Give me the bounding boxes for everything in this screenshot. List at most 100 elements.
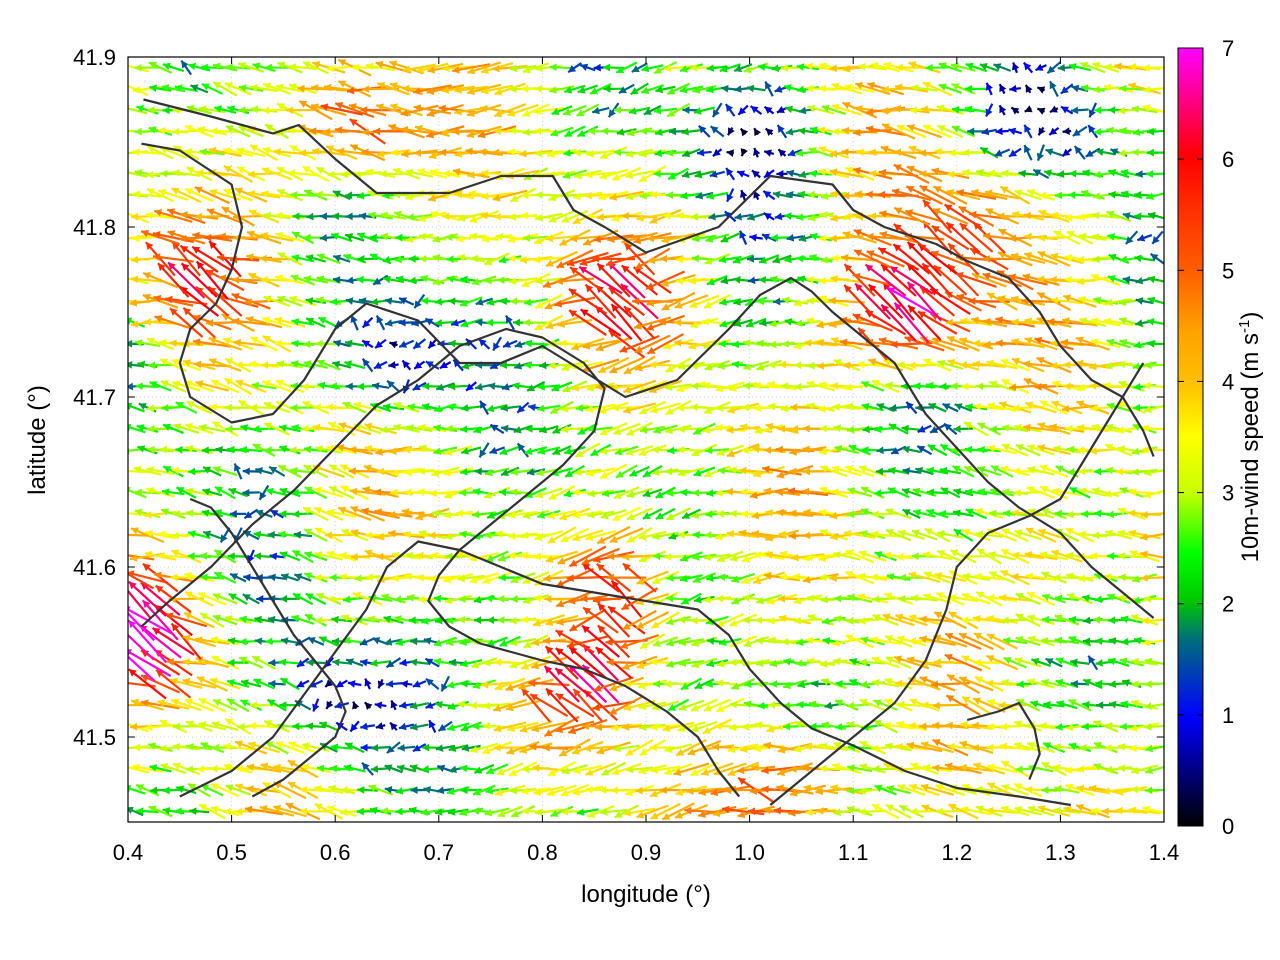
x-tick-label: 1.0 [734, 840, 765, 865]
wind-arrow [958, 676, 994, 692]
wind-arrow [636, 804, 669, 819]
wind-arrow [690, 698, 718, 712]
wind-arrow [650, 765, 681, 774]
wind-arrow [661, 802, 695, 821]
wind-arrow [906, 741, 943, 753]
wind-arrow [349, 720, 360, 733]
wind-arrow [910, 762, 939, 775]
wind-arrow [437, 720, 453, 732]
wind-arrow [1000, 722, 1030, 731]
wind-arrow [821, 721, 847, 731]
wind-arrow [1145, 744, 1164, 753]
wind-arrow [478, 442, 490, 458]
wind-arrow [883, 721, 914, 730]
wind-arrow [920, 783, 955, 796]
wind-arrow [727, 127, 735, 136]
wind-arrow [960, 806, 992, 816]
wind-arrow [662, 721, 695, 733]
wind-arrow [278, 658, 301, 667]
wind-arrow [576, 808, 599, 816]
wind-arrow [572, 688, 603, 722]
wind-arrow [409, 701, 430, 710]
wind-arrow [140, 674, 181, 694]
wind-arrow [472, 784, 496, 796]
wind-arrow [180, 59, 193, 76]
wind-arrow [1119, 126, 1145, 135]
colorbar-tick-label: 1 [1222, 703, 1234, 728]
wind-arrow [484, 807, 510, 817]
wind-arrow [579, 63, 596, 72]
wind-arrow [1009, 84, 1022, 93]
wind-arrow [591, 106, 610, 115]
wind-arrow [1073, 145, 1086, 160]
x-tick-label: 0.9 [631, 840, 662, 865]
wind-arrow [1045, 148, 1063, 157]
wind-arrow [568, 646, 607, 679]
y-tick-label: 41.7 [73, 385, 116, 410]
wind-arrow [128, 806, 144, 817]
wind-arrow [516, 442, 530, 458]
wind-arrow [593, 676, 634, 692]
wind-arrow [1023, 124, 1033, 139]
wind-arrow [371, 382, 390, 390]
wind-arrow [370, 765, 391, 773]
x-tick-label: 1.3 [1045, 840, 1076, 865]
wind-arrow [1125, 230, 1139, 245]
wind-arrow [988, 380, 1016, 392]
wind-arrow [727, 743, 759, 754]
wind-arrow [770, 680, 794, 688]
wind-arrow [1120, 700, 1143, 709]
wind-arrow [739, 127, 749, 137]
wind-arrow [253, 678, 275, 690]
wind-arrow [920, 741, 955, 754]
wind-arrow [496, 762, 524, 776]
wind-arrow [737, 104, 749, 116]
wind-arrow [360, 722, 376, 731]
wind-arrow [724, 103, 736, 117]
wind-arrow [340, 808, 370, 817]
colorbar-tick-label: 3 [1222, 481, 1234, 506]
wind-arrow [1036, 107, 1046, 115]
wind-arrow [739, 230, 748, 245]
wind-arrow [516, 401, 530, 414]
wind-arrow [555, 647, 595, 678]
wind-arrow [545, 687, 579, 723]
wind-arrow [244, 805, 284, 816]
coastline-contour [189, 497, 347, 798]
wind-arrow [596, 741, 631, 755]
wind-arrow [664, 680, 693, 689]
wind-arrow [394, 595, 419, 604]
wind-arrow [1093, 763, 1119, 775]
wind-arrow [751, 169, 761, 179]
wind-arrow [1130, 699, 1159, 711]
wind-arrow [259, 805, 295, 817]
wind-arrow [762, 190, 776, 201]
wind-arrow [398, 722, 415, 731]
wind-arrow [296, 679, 310, 689]
wind-arrow [509, 657, 537, 669]
y-tick-label: 41.6 [73, 555, 116, 580]
wind-arrow [262, 781, 292, 799]
wind-arrow [909, 783, 940, 797]
wind-arrow [1027, 678, 1055, 689]
wind-arrow [572, 764, 603, 775]
wind-arrow [200, 783, 224, 797]
wind-arrow [763, 105, 775, 115]
wind-arrow [194, 636, 230, 645]
colorbar-label-end: ) [1237, 312, 1264, 320]
wind-arrow [520, 787, 551, 795]
wind-arrow [227, 658, 249, 667]
wind-arrow [1024, 84, 1033, 94]
wind-arrow [690, 317, 719, 329]
wind-arrow [187, 782, 211, 798]
wind-arrow [347, 680, 362, 688]
wind-arrow [650, 723, 681, 731]
wind-arrow [318, 721, 339, 732]
wind-arrow [585, 761, 617, 776]
wind-arrows [128, 58, 1164, 821]
wind-arrow [344, 742, 365, 754]
wind-arrow [777, 148, 787, 157]
wind-arrow [493, 721, 527, 733]
wind-arrow [650, 802, 681, 820]
y-tick-label: 41.8 [73, 215, 116, 240]
